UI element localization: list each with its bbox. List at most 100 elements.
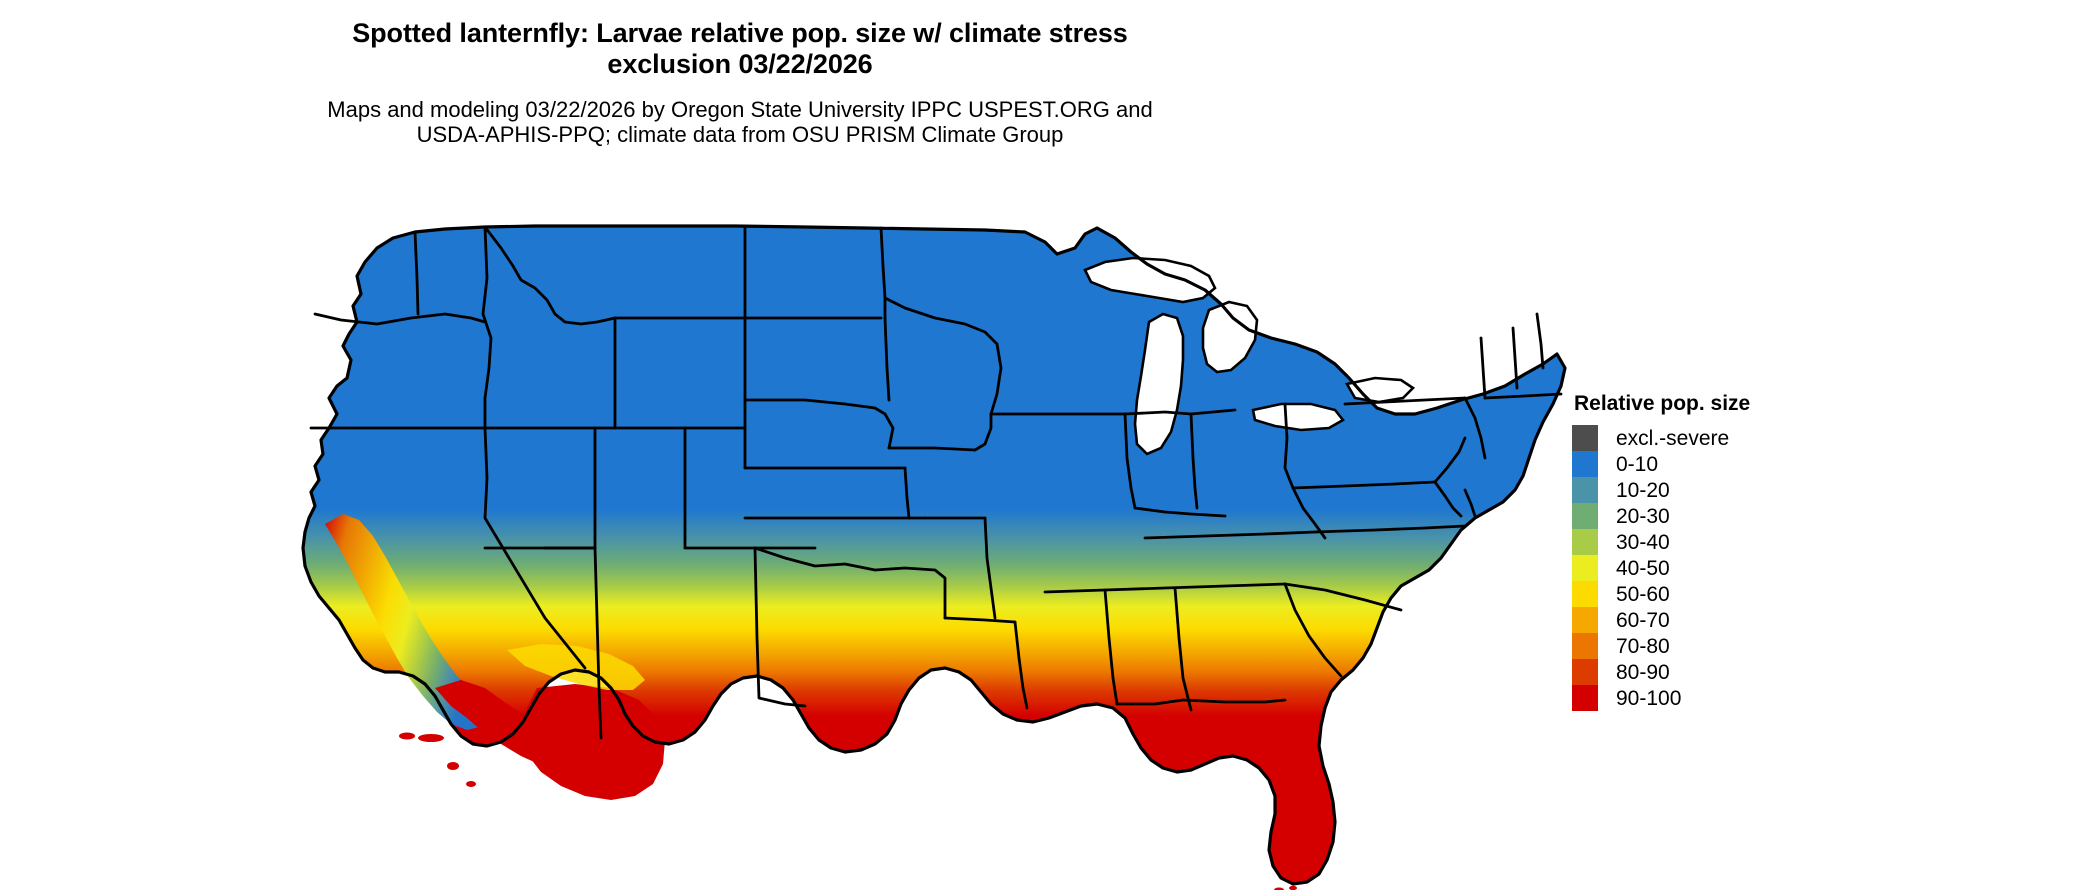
border-ks-mo: [903, 466, 911, 520]
border-in-oh: [1189, 412, 1199, 510]
border-vt-nh: [1511, 326, 1519, 390]
border-mi-oh-in: [1123, 408, 1237, 416]
border-nc-sc: [1283, 582, 1403, 612]
legend-swatch: [1572, 451, 1598, 477]
legend-swatch: [1572, 607, 1598, 633]
border-ia-mo: [887, 446, 977, 452]
border-ms-al: [1103, 588, 1119, 706]
legend-label: 30-40: [1616, 530, 1670, 554]
border-or-id: [481, 225, 493, 430]
border-ok-tx: [753, 546, 947, 620]
border-id-mt: [483, 225, 617, 326]
border-ne-south: [1483, 392, 1563, 400]
border-il-in: [1123, 412, 1137, 510]
legend-swatch: [1572, 529, 1598, 555]
california-valley-gradient: [325, 514, 665, 800]
national-outline: [301, 224, 1567, 886]
border-il-ky: [1133, 506, 1227, 518]
lake-ontario: [1344, 376, 1416, 404]
map-landmass: [303, 226, 1565, 884]
border-al-fl: [1115, 698, 1185, 706]
legend-label: 20-30: [1616, 504, 1670, 528]
state-boundaries: [301, 224, 1567, 886]
legend-item[interactable]: 80-90: [1572, 659, 1750, 685]
legend-title: Relative pop. size: [1574, 392, 1751, 415]
border-nd-mn: [879, 226, 887, 320]
legend-swatch: [1572, 685, 1598, 711]
legend-item[interactable]: 90-100: [1572, 685, 1750, 711]
lake-erie: [1251, 402, 1345, 432]
legend-rows: excl.-severe 0-10 10-20 20-30 30-40 40-50 50-6…: [1572, 425, 1750, 711]
florida-keys: [1274, 885, 1297, 890]
legend-swatch: [1572, 659, 1598, 685]
border-tn-ms-al-ga: [1043, 582, 1287, 594]
legend-swatch: [1572, 581, 1598, 607]
border-nv-ca: [483, 426, 587, 670]
border-ne-ia: [883, 412, 895, 450]
border-al-ga: [1173, 586, 1193, 712]
border-ga-fl: [1181, 698, 1287, 704]
border-wa-id: [413, 230, 420, 316]
legend-swatch: [1572, 503, 1598, 529]
border-ny-ne: [1463, 396, 1487, 460]
island-santa-catalina: [447, 762, 459, 770]
us-map-svg: [301, 224, 1567, 890]
key-marathon: [1289, 885, 1297, 890]
legend-label: excl.-severe: [1616, 426, 1730, 450]
legend-label: 60-70: [1616, 608, 1670, 632]
island-santa-rosa: [399, 732, 415, 740]
border-ar-la: [943, 616, 1017, 624]
legend-item[interactable]: 40-50: [1572, 555, 1750, 581]
legend-label: 70-80: [1616, 634, 1670, 658]
border-nm-tx: [753, 546, 807, 708]
border-nh-me: [1535, 312, 1545, 370]
conterminous-us-fill: [303, 226, 1565, 884]
border-az-nm: [593, 546, 603, 740]
legend-item[interactable]: 30-40: [1572, 529, 1750, 555]
border-pa-ny: [1343, 396, 1467, 406]
border-ia-il: [973, 412, 993, 452]
choropleth-map[interactable]: [285, 218, 1570, 890]
legend-item[interactable]: 20-30: [1572, 503, 1750, 529]
legend-label: 40-50: [1616, 556, 1670, 580]
border-sc-ga: [1283, 582, 1343, 678]
legend-item[interactable]: 60-70: [1572, 607, 1750, 633]
legend-item[interactable]: 10-20: [1572, 477, 1750, 503]
border-de-md: [1463, 488, 1477, 518]
channel-islands: [399, 732, 476, 787]
border-ar-ms: [983, 516, 997, 620]
border-ny-vt-nh: [1479, 336, 1487, 400]
legend-swatch: [1572, 555, 1598, 581]
legend-label: 50-60: [1616, 582, 1670, 606]
legend: Relative pop. size excl.-severe 0-10 10-20…: [1572, 392, 1750, 711]
border-pa-south: [1291, 480, 1437, 490]
central-valley-band: [325, 514, 491, 730]
border-ky-tn: [1143, 530, 1317, 540]
legend-swatch: [1572, 425, 1598, 451]
border-va-nc: [1313, 524, 1467, 534]
legend-item[interactable]: 70-80: [1572, 633, 1750, 659]
legend-item[interactable]: excl.-severe: [1572, 425, 1750, 451]
border-la-ms: [1013, 620, 1029, 710]
island-san-clemente: [466, 781, 476, 787]
border-sd-mn-ia: [883, 316, 891, 402]
legend-item[interactable]: 0-10: [1572, 451, 1750, 477]
legend-label: 10-20: [1616, 478, 1670, 502]
legend-label: 90-100: [1616, 686, 1682, 710]
arizona-red: [523, 684, 665, 800]
lake-huron: [1201, 300, 1259, 374]
title-block: Spotted lanternfly: Larvae relative pop.…: [0, 18, 1480, 147]
border-mn-wi: [883, 296, 1003, 416]
legend-item[interactable]: 50-60: [1572, 581, 1750, 607]
island-santa-cruz: [418, 734, 444, 742]
sw-transition-yellow: [507, 644, 645, 690]
lake-michigan: [1133, 312, 1185, 456]
page-subtitle: Maps and modeling 03/22/2026 by Oregon S…: [327, 96, 1153, 147]
legend-label: 80-90: [1616, 660, 1670, 684]
border-wa-or: [313, 312, 487, 326]
legend-swatch: [1572, 633, 1598, 659]
border-va-md: [1433, 480, 1463, 518]
key-west: [1274, 887, 1284, 890]
legend-swatch: [1572, 477, 1598, 503]
legend-label: 0-10: [1616, 452, 1659, 476]
